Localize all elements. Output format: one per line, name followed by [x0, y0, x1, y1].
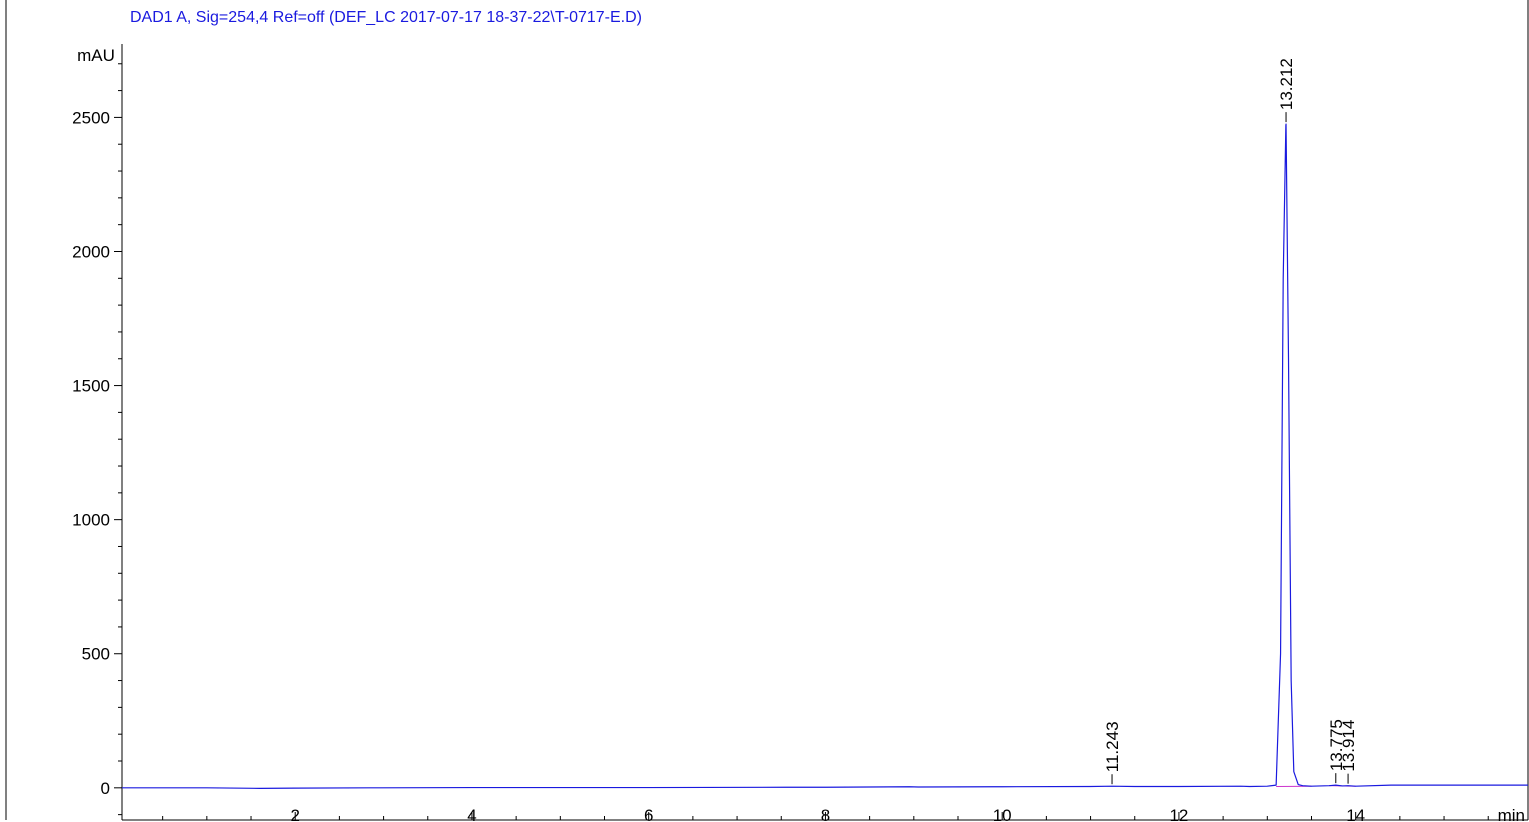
peak-rt-label: 13.775 [1327, 719, 1346, 771]
x-tick-label: 8 [821, 806, 830, 822]
y-tick-label: 2500 [72, 108, 110, 127]
peak-rt-label: 11.243 [1103, 721, 1122, 772]
peak-rt-label: 13.914 [1339, 720, 1358, 772]
chart-ticks [114, 63, 1489, 820]
x-tick-label: 2 [290, 806, 299, 822]
chart-labels: 0 500 1000 1500 2000 2500 mAU 2 4 6 8 10 12 14 min [72, 46, 1525, 822]
peak-rt-label: 13.212 [1277, 58, 1296, 110]
y-axis-label: mAU [77, 46, 115, 65]
x-tick-label: 6 [644, 806, 653, 822]
y-tick-label: 1000 [72, 511, 110, 530]
signal-trace [122, 123, 1528, 789]
y-tick-label: 500 [82, 645, 110, 664]
x-axis-label: min [1498, 806, 1525, 822]
chart-title: DAD1 A, Sig=254,4 Ref=off (DEF_LC 2017-0… [130, 9, 642, 26]
y-tick-label: 1500 [72, 377, 110, 396]
chart-axes [5, 0, 1529, 821]
y-tick-label: 0 [101, 779, 110, 798]
x-tick-label: 10 [993, 806, 1012, 822]
x-tick-label: 12 [1169, 806, 1188, 822]
x-tick-label: 4 [467, 806, 476, 822]
y-tick-label: 2000 [72, 242, 110, 261]
signal-line [122, 123, 1528, 789]
x-tick-label: 14 [1346, 806, 1365, 822]
